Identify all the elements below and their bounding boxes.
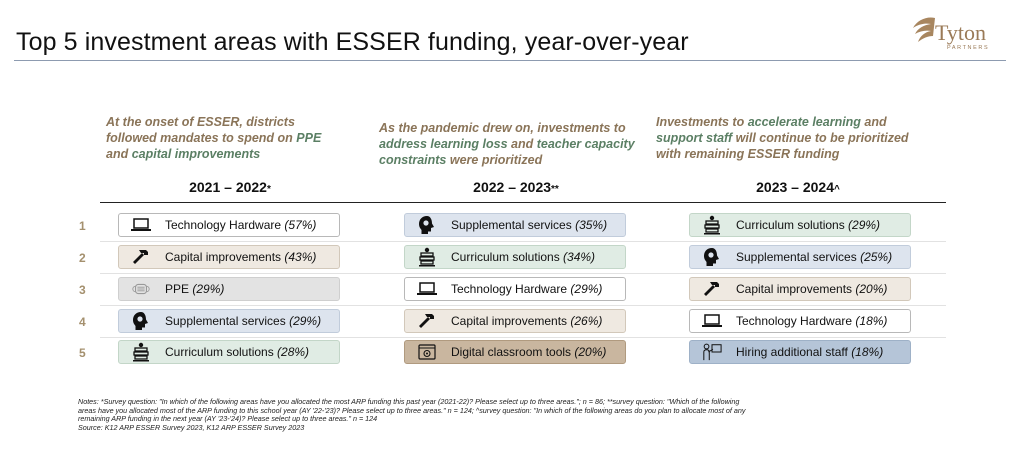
item-label: Hiring additional staff (18%) — [736, 345, 884, 359]
item-label: Digital classroom tools (20%) — [451, 345, 607, 359]
item-label: Curriculum solutions (28%) — [165, 345, 310, 359]
column-2022-description: As the pandemic drew on, investments to … — [379, 121, 635, 167]
footnote-line: remaining ARP funding in the next year (… — [78, 414, 378, 424]
rank-4: 4 — [79, 315, 86, 329]
column-2021-description: At the onset of ESSER, districts followe… — [106, 115, 322, 161]
hammer-icon — [702, 279, 722, 299]
item-label: Capital improvements (26%) — [451, 314, 603, 328]
item-label: Supplemental services (35%) — [451, 218, 608, 232]
laptop-icon — [417, 279, 437, 299]
item-label: Curriculum solutions (34%) — [451, 250, 596, 264]
item-label: Curriculum solutions (29%) — [736, 218, 881, 232]
footnote-line: Notes: *Survey question: "In which of th… — [78, 397, 740, 406]
rank-1: 1 — [79, 219, 86, 233]
head-icon — [417, 215, 437, 235]
rank-2: 2 — [79, 251, 86, 265]
column-header-2021: 2021 – 2022* — [189, 179, 271, 195]
item-curriculum-solutions: Curriculum solutions (34%) — [404, 245, 626, 269]
footnote-line: areas have you allocated most of the ARP… — [78, 405, 746, 415]
item-label: Capital improvements (43%) — [165, 250, 317, 264]
item-supplemental-services: Supplemental services (25%) — [689, 245, 911, 269]
row-divider — [100, 273, 946, 274]
header-divider — [100, 202, 946, 203]
hammer-icon — [131, 247, 151, 267]
teacher-icon — [702, 342, 722, 362]
mask-icon — [131, 279, 151, 299]
item-curriculum-solutions: Curriculum solutions (29%) — [689, 213, 911, 237]
item-capital-improvements: Capital improvements (43%) — [118, 245, 340, 269]
column-header-2023: 2023 – 2024^ — [756, 179, 840, 195]
item-capital-improvements: Capital improvements (20%) — [689, 277, 911, 301]
item-label: Technology Hardware (57%) — [165, 218, 317, 232]
rank-3: 3 — [79, 283, 86, 297]
item-hiring-additional-staff: Hiring additional staff (18%) — [689, 340, 911, 364]
row-divider — [100, 305, 946, 306]
wing-icon — [913, 17, 935, 42]
page-title: Top 5 investment areas with ESSER fundin… — [16, 28, 689, 56]
books-icon — [131, 342, 151, 362]
books-icon — [417, 247, 437, 267]
item-curriculum-solutions: Curriculum solutions (28%) — [118, 340, 340, 364]
item-technology-hardware: Technology Hardware (57%) — [118, 213, 340, 237]
item-label: Technology Hardware (18%) — [736, 314, 888, 328]
column-2023-description: Investments to accelerate learning and s… — [656, 115, 909, 161]
source-line: Source: K12 ARP ESSER Survey 2023, K12 A… — [78, 422, 305, 432]
item-label: Supplemental services (25%) — [736, 250, 893, 264]
item-label: PPE (29%) — [165, 282, 225, 296]
item-capital-improvements: Capital improvements (26%) — [404, 309, 626, 333]
head-icon — [702, 247, 722, 267]
item-label: Capital improvements (20%) — [736, 282, 888, 296]
books-icon — [702, 215, 722, 235]
rank-5: 5 — [79, 346, 86, 360]
item-technology-hardware: Technology Hardware (18%) — [689, 309, 911, 333]
column-header-2022: 2022 – 2023** — [473, 179, 559, 195]
item-label: Technology Hardware (29%) — [451, 282, 603, 296]
tyton-logo: Tyton PARTNERS — [909, 12, 1004, 54]
item-ppe: PPE (29%) — [118, 277, 340, 301]
laptop-icon — [702, 311, 722, 331]
logo-name: Tyton — [935, 20, 987, 45]
head-icon — [131, 311, 151, 331]
hammer-icon — [417, 311, 437, 331]
screen-icon — [417, 342, 437, 362]
item-technology-hardware: Technology Hardware (29%) — [404, 277, 626, 301]
item-digital-classroom-tools: Digital classroom tools (20%) — [404, 340, 626, 364]
row-divider — [100, 337, 946, 338]
item-supplemental-services: Supplemental services (29%) — [118, 309, 340, 333]
footnotes: Notes: *Survey question: "In which of th… — [78, 397, 958, 432]
title-divider — [14, 60, 1006, 61]
logo-subtitle: PARTNERS — [947, 45, 990, 51]
laptop-icon — [131, 215, 151, 235]
item-supplemental-services: Supplemental services (35%) — [404, 213, 626, 237]
row-divider — [100, 241, 946, 242]
item-label: Supplemental services (29%) — [165, 314, 322, 328]
